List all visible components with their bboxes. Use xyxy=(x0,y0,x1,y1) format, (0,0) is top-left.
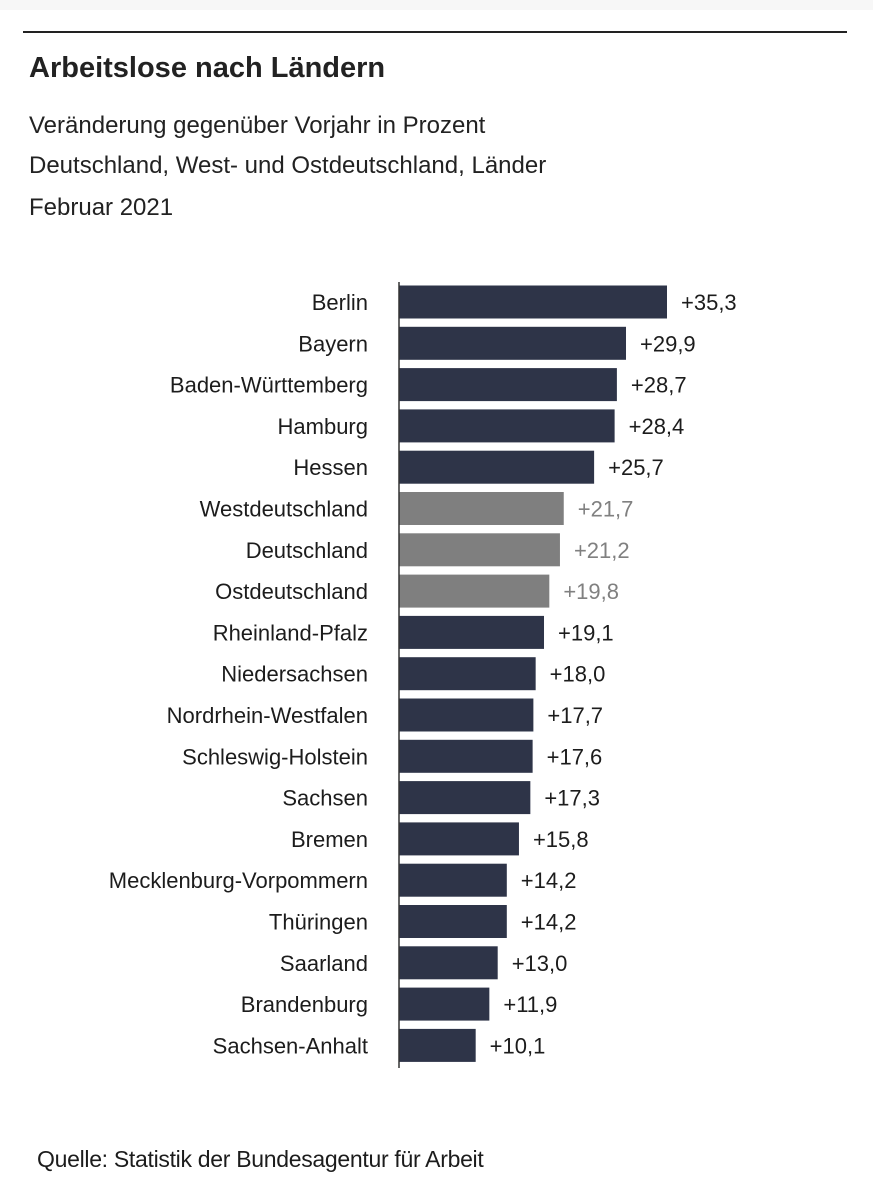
value-label: +17,3 xyxy=(544,786,600,811)
value-label: +13,0 xyxy=(512,951,568,976)
bar xyxy=(399,657,536,691)
category-label: Westdeutschland xyxy=(200,497,368,522)
value-label: +10,1 xyxy=(490,1033,546,1058)
top-strip xyxy=(0,0,873,10)
bar xyxy=(399,781,531,815)
bar xyxy=(399,492,564,525)
category-label: Schleswig-Holstein xyxy=(182,744,368,769)
title-rule xyxy=(23,31,847,33)
category-label: Brandenburg xyxy=(241,992,368,1017)
category-label: Thüringen xyxy=(269,910,368,935)
bar xyxy=(399,987,490,1021)
category-label: Nordrhein-Westfalen xyxy=(167,703,368,728)
bar xyxy=(399,863,507,897)
category-label: Bremen xyxy=(291,827,368,852)
category-label: Berlin xyxy=(312,290,368,315)
category-label: Rheinland-Pfalz xyxy=(213,620,368,645)
bar xyxy=(399,285,667,319)
category-label: Saarland xyxy=(280,951,368,976)
bar xyxy=(399,368,617,402)
category-label: Baden-Württemberg xyxy=(170,373,368,398)
category-label: Hamburg xyxy=(278,414,368,439)
bar xyxy=(399,409,615,443)
value-label: +11,9 xyxy=(503,992,557,1017)
value-label: +15,8 xyxy=(533,827,589,852)
value-label: +19,8 xyxy=(563,579,619,604)
bar xyxy=(399,946,498,980)
value-label: +21,2 xyxy=(574,538,630,563)
category-label: Bayern xyxy=(298,331,368,356)
category-label: Sachsen-Anhalt xyxy=(213,1033,368,1058)
value-label: +35,3 xyxy=(681,290,737,315)
bar xyxy=(399,533,560,567)
value-label: +28,7 xyxy=(631,373,687,398)
bar xyxy=(399,905,507,938)
category-label: Ostdeutschland xyxy=(215,579,368,604)
bar xyxy=(399,615,545,649)
category-label: Deutschland xyxy=(246,538,368,563)
value-label: +17,6 xyxy=(547,744,603,769)
bar xyxy=(399,822,519,856)
value-label: +28,4 xyxy=(629,414,685,439)
value-label: +17,7 xyxy=(547,703,603,728)
category-label: Hessen xyxy=(293,455,368,480)
bar xyxy=(399,1028,476,1062)
value-label: +19,1 xyxy=(558,620,614,645)
category-label: Niedersachsen xyxy=(221,662,368,687)
value-label: +25,7 xyxy=(608,455,664,480)
bar-chart: Berlin +35,3 Bayern +29,9 Baden-Württemberg +… xyxy=(109,282,737,1068)
chart-title: Arbeitslose nach Ländern xyxy=(29,52,386,84)
bar xyxy=(399,739,533,773)
bar xyxy=(399,574,550,608)
chart-subtitle-regions: Deutschland, West- und Ostdeutschland, L… xyxy=(29,152,547,179)
bar xyxy=(399,698,534,732)
bar xyxy=(399,326,627,360)
source-note: Quelle: Statistik der Bundesagentur für … xyxy=(37,1146,484,1172)
value-label: +21,7 xyxy=(578,497,634,522)
chart-subtitle-date: Februar 2021 xyxy=(29,194,174,221)
value-label: +14,2 xyxy=(521,910,577,935)
chart-subtitle-measure: Veränderung gegenüber Vorjahr in Prozent xyxy=(29,112,486,139)
bar xyxy=(399,450,595,484)
value-label: +14,2 xyxy=(521,868,577,893)
value-label: +18,0 xyxy=(550,662,606,687)
category-label: Sachsen xyxy=(282,786,368,811)
value-label: +29,9 xyxy=(640,331,696,356)
category-label: Mecklenburg-Vorpommern xyxy=(109,868,368,893)
